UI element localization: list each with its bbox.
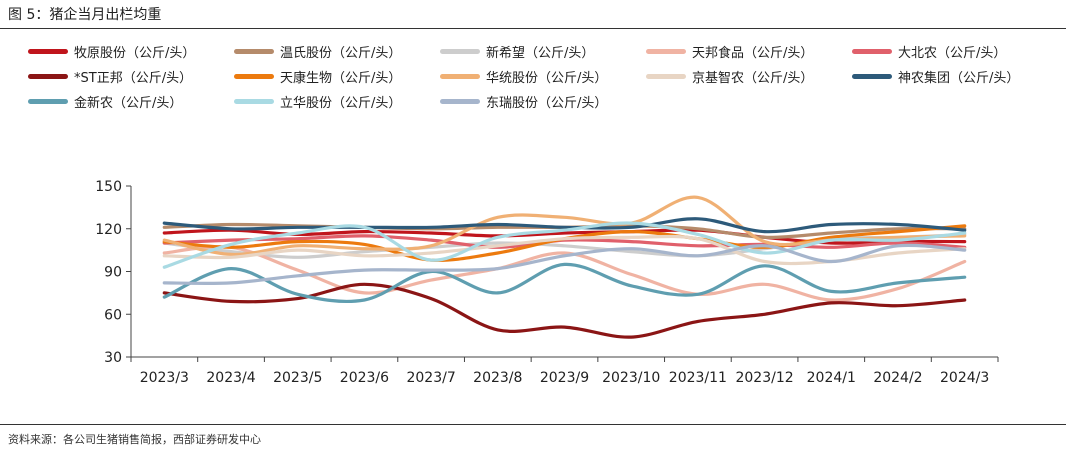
legend-label: 东瑞股份（公斤/头）: [486, 95, 608, 111]
legend-item: 神农集团（公斤/头）: [852, 65, 1019, 87]
legend-label: 京基智农（公斤/头）: [692, 70, 814, 86]
x-tick-label: 2023/3: [140, 370, 189, 386]
x-tick-label: 2024/3: [940, 370, 989, 386]
x-tick-label: 2023/12: [735, 370, 793, 386]
x-tick-label: 2023/9: [540, 370, 589, 386]
y-tick-label: 150: [95, 179, 122, 195]
legend-label: 天邦食品（公斤/头）: [692, 45, 814, 61]
legend-item: 温氏股份（公斤/头）: [234, 40, 401, 62]
y-tick-label: 120: [95, 222, 122, 238]
legend-swatch: [852, 73, 892, 79]
y-tick-label: 90: [104, 265, 122, 281]
series-line: [162, 245, 967, 302]
legend-label: 天康生物（公斤/头）: [280, 70, 402, 86]
x-tick-label: 2023/5: [273, 370, 322, 386]
legend-label: 立华股份（公斤/头）: [280, 95, 402, 111]
source-note: 资料来源：各公司生猪销售简报，西部证券研发中心: [8, 433, 261, 446]
legend-label: 华统股份（公斤/头）: [486, 70, 608, 86]
x-tick-label: 2023/6: [340, 370, 389, 386]
x-tick-label: 2023/11: [669, 370, 727, 386]
legend-item: 新希望（公斤/头）: [440, 40, 594, 62]
legend-swatch: [852, 48, 892, 54]
x-tick-label: 2023/8: [473, 370, 522, 386]
series-line: [162, 217, 967, 234]
legend-swatch: [440, 48, 480, 54]
legend-label: 金新农（公斤/头）: [74, 95, 183, 111]
legend-swatch: [234, 98, 274, 104]
series-line: [162, 221, 967, 269]
legend-label: 神农集团（公斤/头）: [898, 70, 1020, 86]
legend-swatch: [28, 73, 68, 79]
legend-swatch: [440, 73, 480, 79]
legend-item: 京基智农（公斤/头）: [646, 65, 813, 87]
y-tick-label: 30: [104, 350, 122, 366]
legend-swatch: [234, 48, 274, 54]
series-line: [162, 243, 967, 286]
legend-label: 新希望（公斤/头）: [486, 45, 595, 61]
legend-label: *ST正邦（公斤/头）: [74, 70, 193, 86]
x-tick-label: 2023/7: [406, 370, 455, 386]
legend-item: 东瑞股份（公斤/头）: [440, 90, 607, 112]
top-rule: [0, 28, 1066, 29]
x-tick-label: 2023/4: [206, 370, 255, 386]
legend-item: 天康生物（公斤/头）: [234, 65, 401, 87]
series-line: [162, 282, 967, 339]
legend-label: 牧原股份（公斤/头）: [74, 45, 196, 61]
legend-swatch: [234, 73, 274, 79]
legend-swatch: [646, 48, 686, 54]
legend-item: *ST正邦（公斤/头）: [28, 65, 192, 87]
legend-item: 华统股份（公斤/头）: [440, 65, 607, 87]
legend-item: 天邦食品（公斤/头）: [646, 40, 813, 62]
legend-item: 立华股份（公斤/头）: [234, 90, 401, 112]
y-tick-label: 60: [104, 307, 122, 323]
x-tick-label: 2023/10: [602, 370, 660, 386]
legend-swatch: [28, 48, 68, 54]
x-tick-label: 2024/1: [807, 370, 856, 386]
legend-swatch: [440, 98, 480, 104]
legend-item: 金新农（公斤/头）: [28, 90, 182, 112]
legend-swatch: [28, 98, 68, 104]
series-line: [162, 262, 967, 304]
legend-label: 大北农（公斤/头）: [898, 45, 1007, 61]
legend-item: 牧原股份（公斤/头）: [28, 40, 195, 62]
legend-swatch: [646, 73, 686, 79]
figure-title: 图 5：猪企当月出栏均重: [8, 7, 162, 23]
x-tick-label: 2024/2: [873, 370, 922, 386]
legend-item: 大北农（公斤/头）: [852, 40, 1006, 62]
legend-label: 温氏股份（公斤/头）: [280, 45, 402, 61]
bottom-rule: [0, 424, 1066, 425]
